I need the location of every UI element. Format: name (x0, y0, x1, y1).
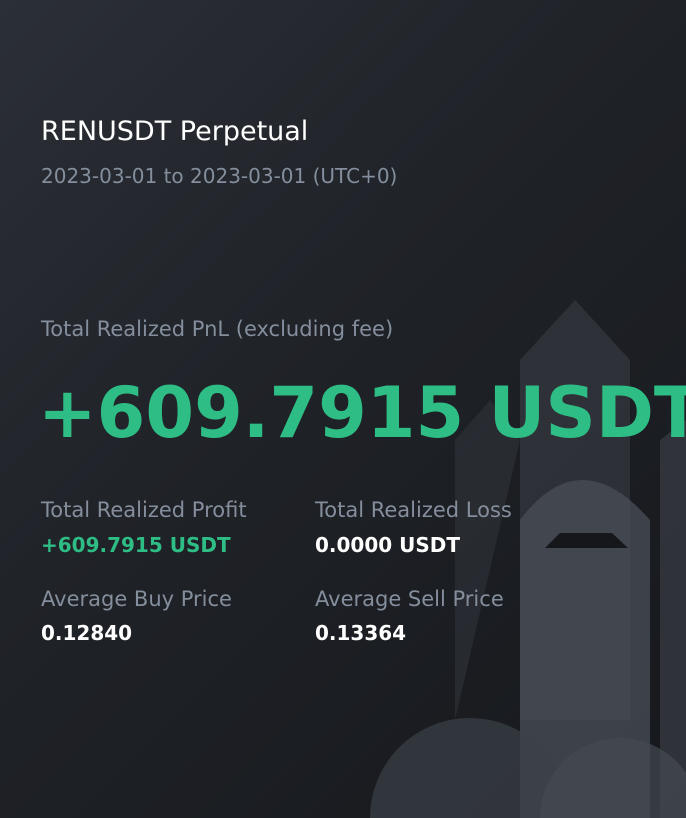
stat-label: Average Buy Price (41, 587, 232, 611)
stat-label: Total Realized Profit (41, 498, 247, 522)
stat-label: Average Sell Price (315, 587, 504, 611)
stat-value: 0.12840 (41, 621, 133, 645)
date-range: 2023-03-01 to 2023-03-01 (UTC+0) (41, 164, 398, 188)
stat-label: Total Realized Loss (315, 498, 512, 522)
contract-title: RENUSDT Perpetual (41, 116, 309, 147)
stat-value: 0.0000 USDT (315, 533, 461, 557)
pnl-value: +609.7915 USDT (38, 372, 686, 454)
stat-value: 0.13364 (315, 621, 407, 645)
pnl-label: Total Realized PnL (excluding fee) (41, 317, 394, 341)
stat-value: +609.7915 USDT (41, 533, 231, 557)
